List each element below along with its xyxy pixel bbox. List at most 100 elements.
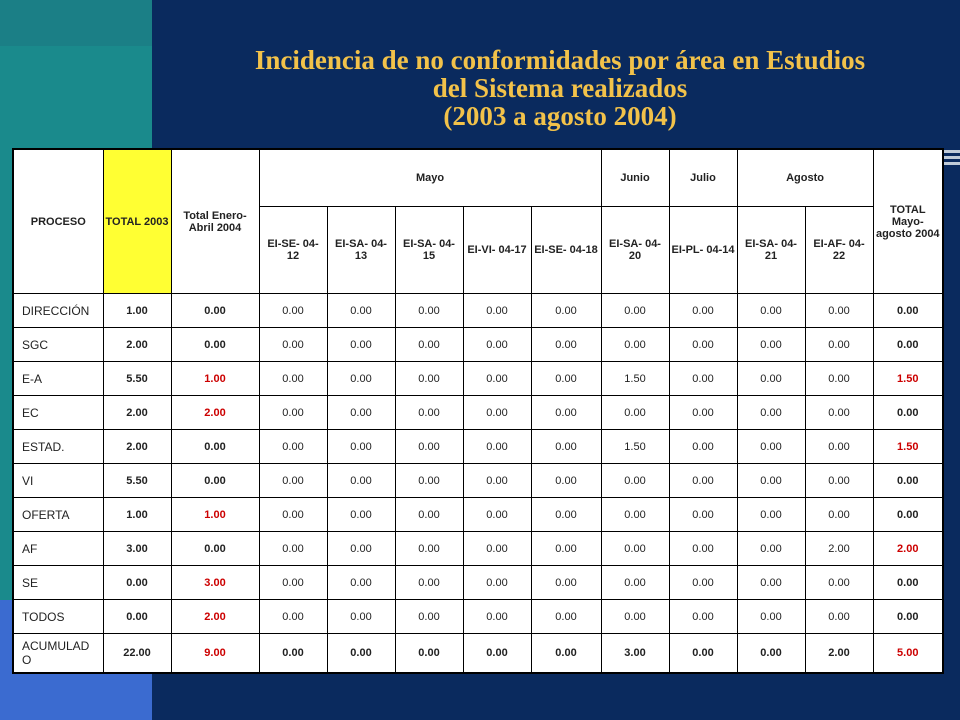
row-enero-abril: 2.00: [170, 599, 260, 634]
row-value: 0.00: [394, 429, 464, 464]
row-value: 0.00: [736, 565, 806, 600]
row-value: 0.00: [326, 361, 396, 396]
row-value: 0.00: [326, 293, 396, 328]
row-value: 0.00: [530, 565, 602, 600]
header-code-5: EI-SE- 04-18: [530, 206, 602, 294]
table-row: TODOS 0.00 2.00 0.00 0.00 0.00 0.00 0.00 0.00 0.0…: [12, 599, 944, 634]
row-value: 0.00: [258, 599, 328, 634]
row-proceso: DIRECCIÓN: [12, 293, 104, 328]
row-value: 0.00: [530, 327, 602, 362]
row-value: 0.00: [394, 395, 464, 430]
row-total-2003: 5.50: [102, 463, 172, 498]
table-row: OFERTA 1.00 1.00 0.00 0.00 0.00 0.00 0.00 0.00 0.…: [12, 497, 944, 532]
row-value: 0.00: [804, 599, 874, 634]
acumulado-proceso: ACUMULAD O: [12, 633, 104, 674]
row-value: 0.00: [804, 327, 874, 362]
row-value: 0.00: [462, 395, 532, 430]
row-value: 0.00: [326, 565, 396, 600]
row-value: 0.00: [394, 361, 464, 396]
row-value: 0.00: [462, 361, 532, 396]
row-value: 0.00: [804, 293, 874, 328]
row-value: 0.00: [462, 497, 532, 532]
row-value: 0.00: [668, 463, 738, 498]
row-value: 0.00: [668, 327, 738, 362]
row-value: 0.00: [462, 293, 532, 328]
row-value: 0.00: [258, 531, 328, 566]
title-line-2: del Sistema realizados: [432, 73, 688, 103]
row-value: 0.00: [600, 395, 670, 430]
row-enero-abril: 0.00: [170, 327, 260, 362]
row-enero-abril: 0.00: [170, 463, 260, 498]
row-value: 0.00: [326, 463, 396, 498]
row-value: 0.00: [804, 395, 874, 430]
acumulado-value: 2.00: [804, 633, 874, 674]
row-value: 0.00: [804, 463, 874, 498]
row-value: 0.00: [258, 293, 328, 328]
decor-strip-top: [0, 0, 152, 46]
row-proceso: SGC: [12, 327, 104, 362]
header-total-2003: TOTAL 2003: [102, 148, 172, 294]
header-code-9: EI-AF- 04-22: [804, 206, 874, 294]
row-value: 0.00: [736, 531, 806, 566]
row-value: 0.00: [804, 565, 874, 600]
row-proceso: AF: [12, 531, 104, 566]
row-value: 0.00: [804, 429, 874, 464]
row-total-mayo-agosto: 1.50: [872, 361, 944, 396]
row-value: 0.00: [258, 463, 328, 498]
row-value: 0.00: [394, 293, 464, 328]
row-value: 0.00: [462, 565, 532, 600]
row-value: 0.00: [326, 599, 396, 634]
row-total-mayo-agosto: 0.00: [872, 565, 944, 600]
acumulado-total-2003: 22.00: [102, 633, 172, 674]
row-value: 0.00: [530, 361, 602, 396]
row-proceso: TODOS: [12, 599, 104, 634]
decor-lines-icon: [938, 150, 960, 166]
row-value: 0.00: [736, 395, 806, 430]
row-value: 0.00: [600, 327, 670, 362]
row-value: 0.00: [530, 497, 602, 532]
row-value: 0.00: [668, 293, 738, 328]
nonconformity-table: PROCESO TOTAL 2003 Total Enero- Abril 20…: [12, 148, 945, 674]
acumulado-enero-abril: 9.00: [170, 633, 260, 674]
row-value: 0.00: [258, 429, 328, 464]
header-row-codes: EI-SE- 04-12 EI-SA- 04-13 EI-SA- 04-15 EI-V…: [13, 206, 943, 294]
row-total-mayo-agosto: 0.00: [872, 599, 944, 634]
header-code-6: EI-SA- 04-20: [600, 206, 670, 294]
acumulado-value: 0.00: [736, 633, 806, 674]
table-row: SGC 2.00 0.00 0.00 0.00 0.00 0.00 0.00 0.00 0.00 0…: [12, 327, 944, 362]
row-value: 0.00: [326, 429, 396, 464]
row-proceso: VI: [12, 463, 104, 498]
row-value: 0.00: [530, 293, 602, 328]
row-value: 0.00: [668, 565, 738, 600]
row-value: 0.00: [258, 497, 328, 532]
header-row-1: PROCESO TOTAL 2003 Total Enero- Abril 20…: [12, 148, 944, 294]
row-value: 0.00: [736, 327, 806, 362]
title-line-1: Incidencia de no conformidades por área …: [254, 45, 866, 75]
row-value: 0.00: [530, 531, 602, 566]
row-total-mayo-agosto: 1.50: [872, 429, 944, 464]
header-code-3: EI-SA- 04-15: [394, 206, 464, 294]
row-value: 0.00: [394, 497, 464, 532]
row-value: 0.00: [530, 599, 602, 634]
row-proceso: ESTAD.: [12, 429, 104, 464]
table-row: SE 0.00 3.00 0.00 0.00 0.00 0.00 0.00 0.00 0.00 0.…: [12, 565, 944, 600]
row-value: 0.00: [668, 497, 738, 532]
header-mayo: Mayo: [258, 148, 602, 207]
row-total-mayo-agosto: 2.00: [872, 531, 944, 566]
header-total-mayo-agosto: TOTAL Mayo- agosto 2004: [872, 148, 944, 294]
table-row: AF 3.00 0.00 0.00 0.00 0.00 0.00 0.00 0.00 0.00 0.…: [12, 531, 944, 566]
row-enero-abril: 3.00: [170, 565, 260, 600]
row-value: 0.00: [804, 497, 874, 532]
row-value: 0.00: [736, 497, 806, 532]
row-proceso: E-A: [12, 361, 104, 396]
row-value: 0.00: [600, 599, 670, 634]
row-value: 0.00: [258, 361, 328, 396]
row-enero-abril: 2.00: [170, 395, 260, 430]
row-value: 0.00: [668, 599, 738, 634]
acumulado-value: 0.00: [326, 633, 396, 674]
acumulado-value: 0.00: [462, 633, 532, 674]
row-value: 0.00: [736, 599, 806, 634]
row-enero-abril: 0.00: [170, 293, 260, 328]
row-total-mayo-agosto: 0.00: [872, 497, 944, 532]
row-value: 0.00: [462, 463, 532, 498]
